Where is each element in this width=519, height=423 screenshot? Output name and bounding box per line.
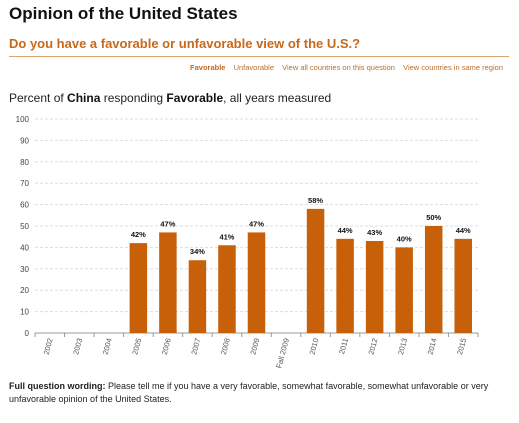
tab-view-same-region[interactable]: View countries in same region [403,63,503,72]
x-tick-label: 2013 [396,337,409,355]
y-tick-label: 80 [20,158,29,167]
heading-prefix: Percent of [9,91,68,105]
x-tick-label: 2011 [337,337,350,355]
x-tick-label: 2009 [248,337,261,355]
divider [9,56,509,57]
bar [247,232,266,333]
page-title: Opinion of the United States [9,4,238,23]
bar [159,232,177,333]
tab-favorable[interactable]: Favorable [190,63,226,72]
bar [188,260,207,333]
data-label: 47% [160,219,175,228]
x-tick-label: 2015 [455,337,468,355]
y-tick-label: 0 [25,329,30,338]
bar-chart: 0 10 20 30 40 50 60 70 80 90 100 2002 2003 2004 42% 200… [16,115,479,369]
x-tick-label: 2003 [71,337,84,355]
data-label: 44% [456,226,471,235]
y-tick-label: 60 [20,201,29,210]
question-subtitle: Do you have a favorable or unfavorable v… [9,36,361,51]
x-tick-label: 2007 [189,337,202,355]
x-tick-label: 2002 [42,337,55,355]
y-tick-label: 90 [20,136,29,145]
bar [395,247,413,333]
x-tick-label: 2010 [307,337,320,355]
y-tick-label: 40 [20,243,29,252]
y-tick-label: 100 [16,115,30,124]
footer-label: Full question wording: [9,381,106,391]
data-label: 58% [308,196,323,205]
data-label: 47% [249,219,264,228]
data-label: 34% [190,247,205,256]
x-tick-label: 2008 [219,337,232,355]
data-label: 41% [219,232,234,241]
bar [218,245,236,333]
x-tick-label: 2014 [426,337,439,355]
y-tick-label: 30 [20,265,29,274]
x-tick-label: 2004 [101,337,114,355]
x-tick-label: 2012 [367,337,380,355]
heading-suffix: , all years measured [223,91,332,105]
bar [365,240,384,333]
y-tick-label: 70 [20,179,29,188]
x-tick-label: 2005 [130,337,143,355]
view-tabs: Favorable Unfavorable View all countries… [184,63,503,72]
y-tick-label: 50 [20,222,29,231]
question-wording: Full question wording: Please tell me if… [9,380,509,406]
heading-country: China [67,91,101,105]
x-tick-label: 2006 [160,337,173,355]
data-label: 42% [131,230,146,239]
bar [454,238,472,333]
data-label: 44% [338,226,353,235]
tab-view-all-countries[interactable]: View all countries on this question [282,63,395,72]
y-tick-label: 20 [20,286,29,295]
footer-text: Please tell me if you have a very favora… [9,381,489,404]
heading-middle: responding [100,91,167,105]
tab-unfavorable[interactable]: Unfavorable [233,63,275,72]
bar [424,226,443,333]
bar [336,238,354,333]
bar [306,208,325,333]
data-label: 50% [426,213,441,222]
heading-measure: Favorable [166,91,224,105]
bar [129,243,148,333]
y-tick-label: 10 [20,308,29,317]
x-tick-label: Fall 2009 [274,337,291,369]
data-label: 43% [367,228,382,237]
data-label: 40% [397,234,412,243]
chart-heading: Percent of China responding Favorable, a… [9,91,331,105]
